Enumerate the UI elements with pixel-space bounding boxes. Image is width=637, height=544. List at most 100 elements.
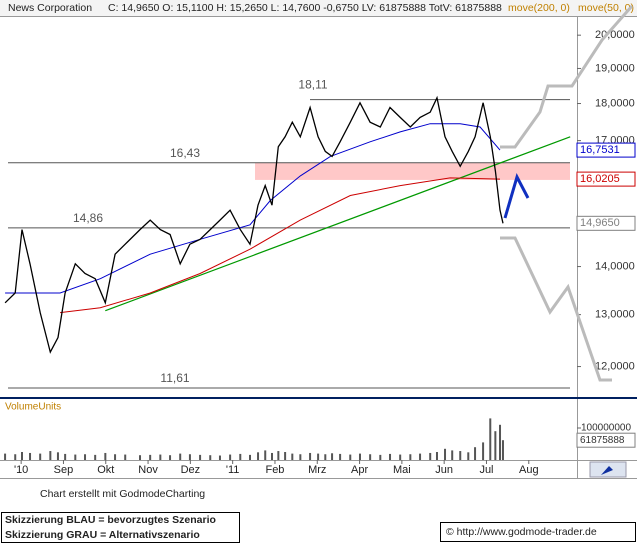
volume-bar [257,452,260,460]
volume-bar [239,453,242,460]
volume-bar [429,452,432,460]
volume-bar [501,440,504,460]
volume-bar [179,453,182,460]
volume-bar [494,431,497,460]
volume-bar [139,455,142,460]
volume-bar [124,454,127,460]
volume-bar [188,454,191,460]
volume-bar [291,453,294,460]
volume-bar [369,454,372,460]
resistance-zone [255,162,570,180]
volume-bar [74,454,77,460]
x-tick-label: Mai [393,464,411,476]
volume-bar [199,454,202,460]
volume-bar [399,454,402,460]
volume-bar [409,454,412,460]
x-tick-label: Mrz [308,464,326,476]
volume-bar [482,442,485,460]
level-label: 16,43 [170,146,200,160]
volume-bar [56,452,59,460]
volume-bar [39,453,42,460]
scenario-gray [500,236,612,382]
volume-bar [20,452,23,460]
x-tick-label: Dez [181,464,201,476]
price-line [5,123,501,294]
symbol-name: News Corporation [8,2,92,14]
volume-bar [84,454,87,460]
volume-bar [459,451,462,460]
volume-bar [419,453,422,460]
volume-bar [149,454,152,460]
y-tick-label: 12,0000 [595,360,635,372]
indicator-name: move(50, 0) [578,2,634,14]
volume-bar [389,453,392,460]
volume-bar [324,454,327,460]
volume-bar [299,454,302,460]
volume-bar [435,452,438,460]
volume-bar [209,455,212,460]
x-tick-label: Aug [519,464,539,476]
volume-bar [331,453,334,460]
y-tick-label: 14,0000 [595,260,635,272]
x-tick-label: Apr [351,464,368,476]
volume-bar [444,448,447,460]
price-line [4,95,504,354]
volume-bar [271,452,274,460]
scenario-blue [503,173,530,219]
volume-bar [467,452,470,460]
plot-area: 18,11 16,43 14,86 11,61 12,0000 13,0000 14,000… [4,29,636,476]
price-tag-label: 14,9650 [580,217,620,229]
volume-bar [229,454,232,460]
volume-bar [358,453,361,460]
price-line [60,177,501,314]
volume-bar [339,453,342,460]
price-tag-label: 16,7531 [580,144,620,156]
volume-bar [169,455,172,460]
x-tick-label: Jul [479,464,493,476]
level-label: 18,11 [298,78,327,92]
x-tick-label: Nov [138,464,158,476]
indicator-name: move(200, 0) [508,2,570,14]
volume-bar [284,452,287,460]
credit: Chart erstellt mit GodmodeCharting [40,488,205,500]
volume-bar [218,455,221,460]
volume-bar [14,454,17,460]
volume-bar [64,453,67,460]
volume-bar [499,424,502,460]
volume-bar [94,454,97,460]
volume-bar [29,452,32,460]
volume-bar [159,454,162,460]
volume-bar [489,418,492,460]
x-tick-label: Okt [97,464,114,476]
quote: C: 14,9650 O: 15,1100 H: 15,2650 L: 14,7… [108,2,502,14]
volume-title: VolumeUnits [5,402,61,413]
tool-icon-glyph [601,466,613,475]
price-tag-label: 16,0205 [580,173,620,185]
volume-tag-label: 61875888 [580,435,625,446]
x-tick-label: Sep [54,464,74,476]
volume-bar [114,454,117,460]
y-tick-label: 19,0000 [595,62,635,74]
volume-bar [379,454,382,460]
x-tick-label: Jun [435,464,453,476]
legend-text: Skizzierung BLAU = bevorzugtes Szenario [5,514,216,526]
level-label: 11,61 [160,371,189,385]
legend-box [1,512,240,543]
price-tag [576,142,636,158]
y-tick-label: 18,0000 [595,97,635,109]
volume-tag [576,432,636,448]
volume-bar [49,451,52,460]
price-tag [576,171,636,187]
volume-bar [104,452,107,460]
url[interactable]: © http://www.godmode-trader.de [446,526,597,538]
url-box [440,522,636,542]
scenario-gray [500,5,634,149]
volume-bar [249,454,252,460]
volume-bar [317,453,320,460]
x-tick-label: Feb [265,464,284,476]
price-tag [576,215,636,231]
legend-text: Skizzierung GRAU = Alternativszenario [5,529,200,541]
volume-bar [277,451,280,460]
